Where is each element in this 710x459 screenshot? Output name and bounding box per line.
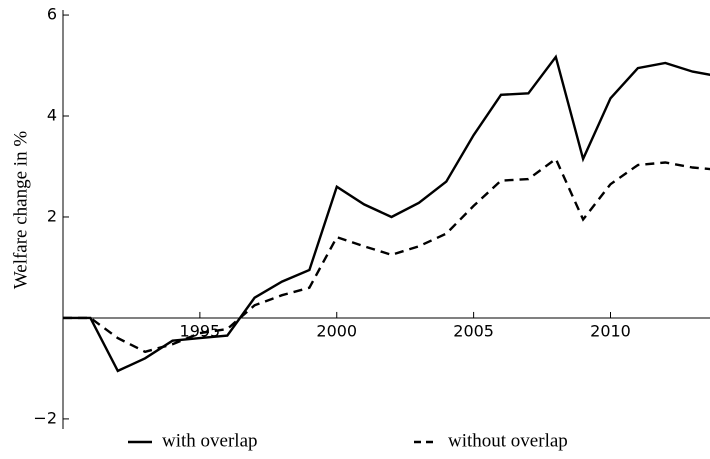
x-tick-label: 2010 <box>590 321 631 340</box>
x-tick-label: 1995 <box>180 321 221 340</box>
x-tick-label: 2005 <box>453 321 494 340</box>
y-tick-label: 6 <box>47 5 57 24</box>
legend-label: without overlap <box>448 430 568 451</box>
line-series <box>63 157 710 354</box>
y-tick-label: 2 <box>47 206 57 225</box>
y-axis-label: Welfare change in % <box>10 131 31 289</box>
line-series <box>63 54 710 373</box>
legend-label: with overlap <box>162 430 258 451</box>
x-tick-label: 2000 <box>316 321 357 340</box>
y-tick-label: −2 <box>33 408 57 427</box>
y-tick-label: 4 <box>47 106 57 125</box>
